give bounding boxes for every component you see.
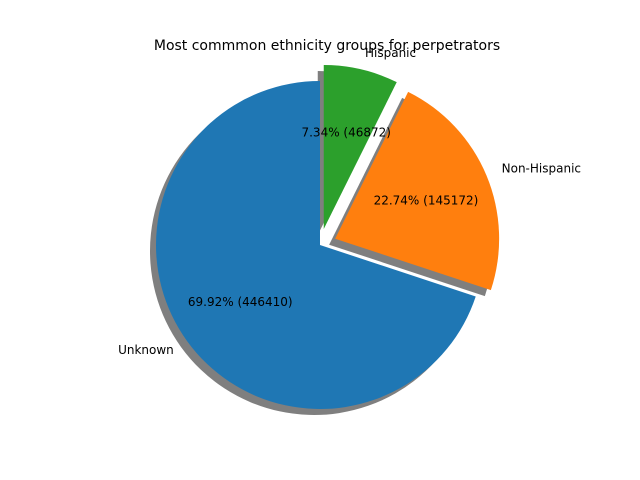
pie-slice-non-hispanic	[335, 91, 500, 291]
slice-percent-non-hispanic: 22.74% (145172)	[374, 193, 479, 207]
pie-slice-hispanic	[323, 65, 397, 230]
chart-title: Most commmon ethnicity groups for perpet…	[154, 38, 500, 54]
slice-label-non-hispanic: Non-Hispanic	[502, 162, 581, 176]
label-layer: Unknown 69.92% (446410) Non-Hispanic 22.74%…	[118, 46, 581, 357]
slice-layer	[156, 65, 500, 409]
slice-percent-hispanic: 7.34% (46872)	[301, 126, 390, 140]
slice-label-unknown: Unknown	[118, 343, 174, 357]
slice-label-hispanic: Hispanic	[365, 46, 416, 60]
slice-percent-unknown: 69.92% (446410)	[188, 295, 293, 309]
pie-slice-unknown	[156, 81, 476, 409]
